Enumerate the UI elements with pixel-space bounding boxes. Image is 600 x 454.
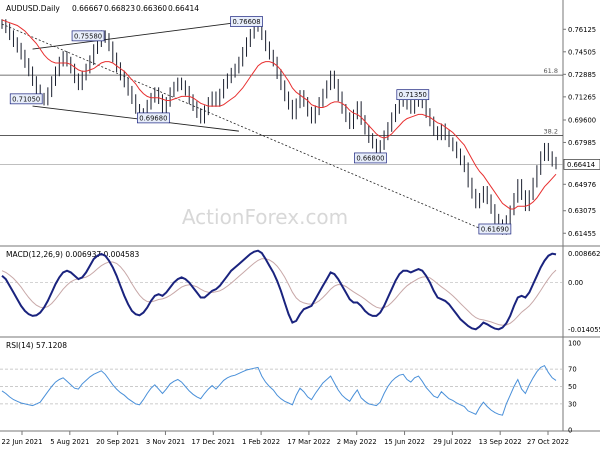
macd-signal-line [1, 258, 557, 326]
macd-panel [0, 249, 563, 331]
x-tick-label: 17 Dec 2021 [192, 438, 235, 446]
rsi-tick-label: 100 [568, 340, 581, 348]
macd-tick-label: 0.00 [568, 279, 583, 287]
x-tick-label: 27 Oct 2022 [527, 438, 569, 446]
rsi-tick-label: 50 [568, 383, 577, 391]
ohlc-open: 0.66667 [72, 4, 103, 13]
macd-line [1, 249, 557, 331]
y-tick-label: 0.61455 [568, 230, 596, 238]
ohlc-high: 0.66823 [104, 4, 135, 13]
price-label: 0.71350 [399, 91, 427, 99]
last-price-label: 0.66414 [567, 161, 595, 169]
y-tick-label: 0.67985 [568, 139, 596, 147]
price-label-box [137, 112, 170, 124]
price-label: 0.76608 [232, 18, 260, 26]
x-tick-label: 1 Feb 2022 [242, 438, 280, 446]
x-tick-label: 29 Jul 2022 [433, 438, 471, 446]
x-tick-label: 3 Nov 2021 [146, 438, 185, 446]
price-label-box [71, 30, 105, 42]
y-tick-label: 0.74505 [568, 48, 596, 56]
y-tick-label: 0.71265 [568, 93, 596, 101]
rsi-tick-label: 0 [568, 427, 572, 435]
price-panel: 61.8 38.2 0.76608 0.75580 0.71050 0.69680 0.71… [0, 16, 563, 235]
y-tick-label: 0.63075 [568, 207, 596, 215]
last-price-tag [563, 159, 600, 170]
price-label: 0.69680 [139, 114, 167, 122]
price-label-box [478, 223, 512, 235]
rsi-panel [0, 364, 563, 416]
x-tick-label: 20 Sep 2021 [96, 438, 139, 446]
macd-title: MACD(12,26,9) 0.006937 0.004583 [6, 250, 140, 259]
trend-line-dashed [1, 23, 484, 231]
symbol-label: AUDUSD.Daily [6, 4, 60, 13]
macd-tick-label: -0.014055 [568, 326, 600, 334]
macd-tick-label: 0.008662 [568, 250, 600, 258]
x-tick-label: 2 May 2022 [337, 438, 377, 446]
x-tick-label: 5 Aug 2021 [50, 438, 89, 446]
axes: 0.76125 0.74505 0.72885 0.71265 0.69600 0.679… [2, 26, 600, 446]
rsi-title: RSI(14) 57.1208 [6, 341, 67, 350]
price-label-box [230, 16, 263, 27]
x-tick-label: 22 Jun 2021 [2, 438, 43, 446]
ohlc-low: 0.66360 [136, 4, 167, 13]
x-tick-label: 17 Mar 2022 [287, 438, 330, 446]
rsi-line [1, 364, 557, 416]
y-tick-label: 0.69600 [568, 117, 596, 125]
price-label: 0.66800 [356, 154, 384, 162]
price-label: 0.75580 [74, 32, 102, 40]
channel-lower-line [32, 105, 239, 132]
ohlc-close: 0.66414 [168, 4, 199, 13]
price-label-box [354, 152, 387, 164]
fib-level-label: 38.2 [544, 127, 558, 135]
price-label-box [9, 93, 43, 105]
channel-upper-line [32, 20, 247, 50]
rsi-tick-label: 70 [568, 366, 577, 374]
x-tick-label: 15 Jun 2022 [384, 438, 425, 446]
x-tick-label: 13 Sep 2022 [479, 438, 522, 446]
y-tick-label: 0.64976 [568, 181, 596, 189]
price-label-box [396, 89, 430, 101]
y-tick-label: 0.76125 [568, 26, 596, 34]
moving-average-line [1, 19, 557, 210]
rsi-tick-label: 30 [568, 400, 577, 408]
watermark: ActionForex.com [182, 205, 348, 229]
price-label: 0.61690 [481, 225, 509, 233]
y-tick-label: 0.72885 [568, 71, 596, 79]
price-label: 0.71050 [12, 95, 40, 103]
fib-level-label: 61.8 [544, 67, 558, 75]
